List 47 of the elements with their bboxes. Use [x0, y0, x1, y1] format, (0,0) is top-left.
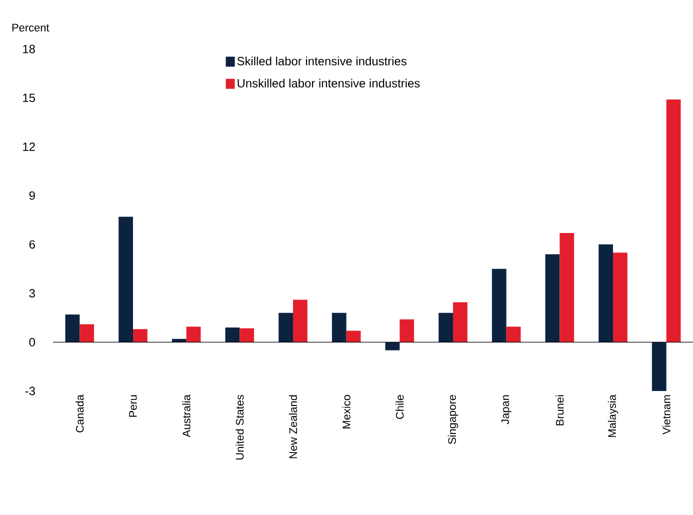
bar [438, 312, 454, 342]
bar [492, 268, 506, 342]
x-tick-label: Brunei [556, 395, 564, 426]
bar [346, 330, 361, 342]
x-tick-label: United States [236, 394, 244, 460]
bar [80, 324, 94, 342]
bar [332, 312, 346, 342]
bar [278, 312, 294, 342]
legend-label: Unskilled labor intensive industries [238, 78, 420, 88]
x-tick-label: Malaysia [608, 394, 618, 437]
bar [506, 326, 521, 342]
x-tick-label: New Zealand [288, 395, 298, 458]
x-tick-label: Mexico [342, 394, 350, 428]
bar [186, 326, 201, 342]
y-tick-label: 6 [29, 240, 35, 249]
x-tick-label: Australia [182, 394, 190, 438]
y-tick-label: 0 [29, 338, 36, 346]
x-tick-label: Chile [396, 395, 404, 419]
bar [666, 99, 681, 342]
bar [385, 342, 400, 350]
bar [613, 252, 628, 342]
bar [240, 328, 254, 342]
x-tick-label: Singapore [448, 395, 458, 444]
y-axis-title: Percent [12, 24, 50, 32]
x-tick-label: Peru [129, 395, 137, 417]
bar [560, 233, 574, 342]
bar [65, 314, 80, 342]
y-tick-label: 9 [29, 191, 35, 200]
bar [133, 329, 148, 342]
legend-label: Skilled labor intensive industries [237, 56, 406, 66]
x-tick-label: Canada [76, 394, 84, 432]
bar [172, 338, 186, 342]
bar [293, 300, 308, 342]
y-tick-label: 18 [23, 44, 35, 54]
bar [453, 302, 468, 342]
y-tick-label: -3 [25, 386, 35, 396]
x-tick-label: Vietnam [662, 395, 670, 434]
y-tick-label: 12 [23, 142, 35, 151]
bar [598, 244, 614, 342]
x-tick-label: Japan [501, 395, 512, 424]
bar [118, 216, 133, 342]
bar [225, 327, 240, 342]
bar [652, 342, 666, 391]
bar [400, 319, 414, 342]
y-tick-label: 15 [23, 94, 35, 102]
bar [545, 254, 560, 342]
y-tick-label: 3 [29, 289, 35, 298]
